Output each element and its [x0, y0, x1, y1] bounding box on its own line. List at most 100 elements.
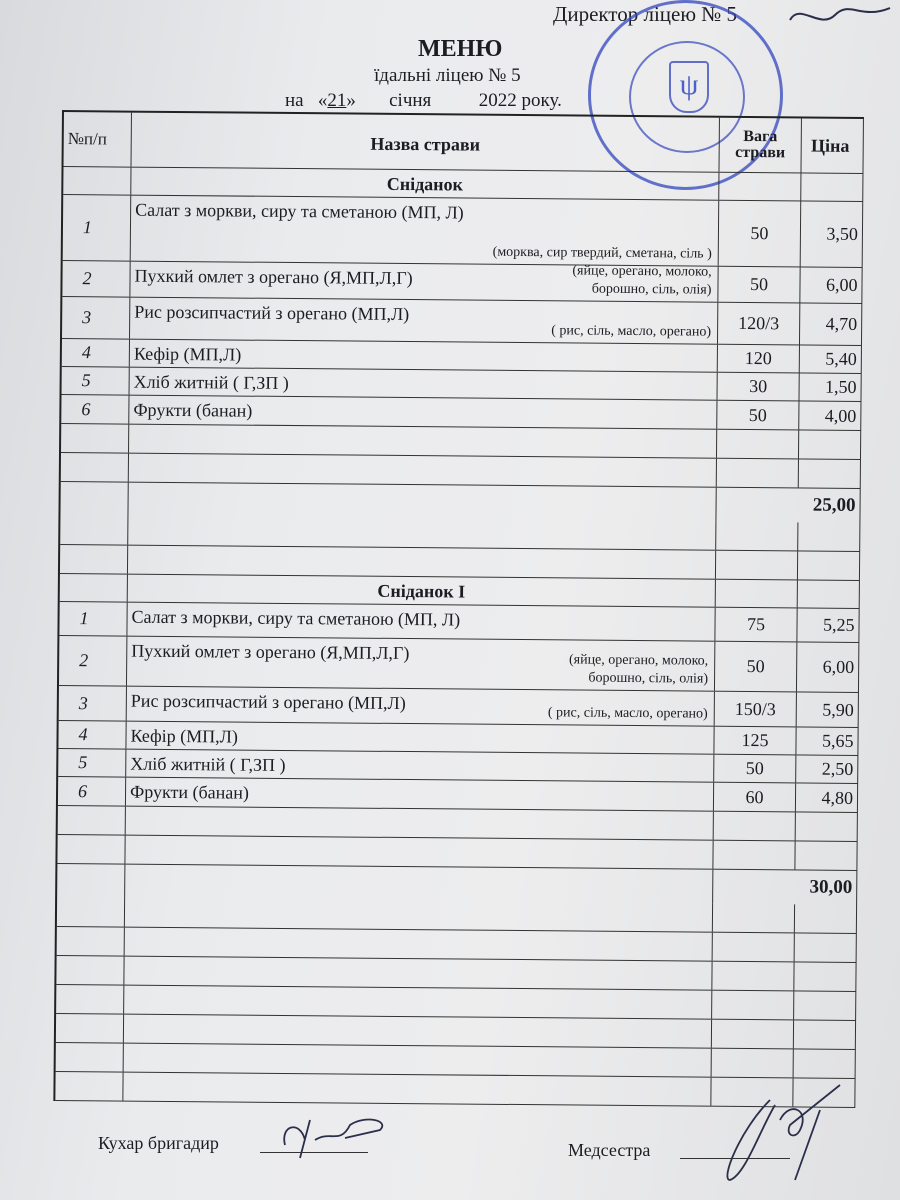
dish-name: Фрукти (банан)	[129, 781, 250, 803]
table-header: №п/п Назва страви Вага страви Ціна	[63, 112, 864, 174]
nurse-signature-line	[680, 1158, 790, 1159]
empty-cell	[124, 956, 713, 990]
date-prefix: на «	[285, 90, 328, 111]
date-day: 21	[327, 90, 347, 111]
section-title: Сніданок	[131, 167, 720, 200]
empty-cell	[715, 579, 798, 608]
empty-cell	[711, 1019, 795, 1049]
empty-cell	[798, 459, 861, 488]
empty-cell	[795, 841, 858, 870]
empty-cell	[793, 1049, 856, 1078]
dish-name: Хліб житній ( Г,ЗП )	[130, 753, 286, 775]
trident-icon: ψ	[669, 61, 709, 113]
dish-price: 5,65	[796, 727, 859, 755]
empty-cell	[56, 897, 126, 927]
dish-name: Рис розсипчастий з орегано (МП,Л)	[134, 301, 410, 325]
dish-price: 4,70	[799, 303, 863, 345]
col-dish-name: Назва страви	[131, 112, 720, 172]
dish-ingredients: (яйце, орегано, молоко, борошно, сіль, о…	[572, 263, 712, 298]
empty-cell	[712, 990, 795, 1020]
empty-cell	[57, 863, 126, 899]
empty-cell	[716, 458, 799, 488]
dish-price: 1,50	[799, 373, 862, 401]
empty-cell	[60, 516, 129, 545]
row-number: 1	[59, 601, 128, 636]
col-weight: Вага страви	[719, 117, 802, 173]
empty-cell	[124, 985, 713, 1019]
empty-cell	[711, 1048, 794, 1078]
empty-cell	[127, 545, 717, 579]
dish-price: 3,50	[800, 201, 864, 267]
section-title: Сніданок І	[127, 574, 716, 607]
empty-cell	[712, 903, 796, 933]
dish-cell: Рис розсипчастий з орегано (МП,Л) ( рис, …	[126, 686, 715, 726]
row-number: 2	[58, 635, 128, 686]
dish-name: Салат з моркви, сиру та сметаною (МП, Л)	[131, 606, 461, 630]
empty-cell	[59, 545, 129, 574]
dish-weight: 75	[715, 607, 798, 642]
date-rest: » січня 2022 року.	[346, 90, 562, 111]
cook-signature	[283, 1118, 384, 1159]
dish-price: 6,00	[796, 642, 860, 692]
empty-cell	[57, 834, 126, 864]
empty-cell	[712, 961, 795, 991]
empty-cell	[128, 453, 717, 487]
dish-cell: Пухкий омлет з орегано (Я,МП,Л,Г) (яйце, …	[126, 636, 716, 691]
dish-cell: Рис розсипчастий з орегано (МП,Л) ( рис, …	[130, 297, 719, 344]
dish-weight: 60	[713, 782, 797, 812]
empty-cell	[123, 1072, 712, 1106]
row-number: 4	[58, 720, 127, 749]
dish-price: 2,50	[796, 755, 859, 783]
empty-cell	[61, 424, 130, 453]
empty-cell	[60, 453, 130, 482]
dish-weight: 150/3	[714, 691, 797, 727]
empty-cell	[63, 167, 132, 195]
empty-cell	[794, 904, 858, 933]
dish-price: 4,80	[795, 783, 859, 812]
row-number: 5	[58, 748, 127, 777]
dish-ingredients: (яйце, орегано, молоко, борошно, сіль, о…	[568, 652, 709, 687]
row-number: 5	[61, 367, 130, 395]
empty-cell: 25,00	[128, 482, 856, 522]
dish-weight: 120/3	[717, 302, 801, 345]
empty-cell	[55, 1071, 124, 1101]
row-number: 4	[61, 339, 130, 367]
empty-cell	[713, 811, 796, 841]
dish-name: Кефір (МП,Л)	[133, 343, 242, 365]
empty-cell: 30,00	[125, 864, 852, 904]
empty-cell	[798, 488, 861, 523]
official-stamp: ψ	[588, 0, 783, 190]
empty-cell	[59, 573, 128, 602]
empty-cell	[124, 927, 713, 961]
dish-cell: Кефір (МП,Л)	[126, 721, 715, 754]
empty-cell	[713, 840, 796, 870]
empty-cell	[55, 1013, 125, 1043]
dish-name: Пухкий омлет з орегано (Я,МП,Л,Г)	[131, 640, 410, 664]
empty-cell	[125, 806, 714, 840]
dish-weight: 50	[714, 754, 797, 783]
empty-cell	[797, 580, 860, 608]
row-number: 3	[58, 685, 127, 721]
empty-cell	[716, 429, 800, 459]
dish-cell: Кефір (МП,Л)	[129, 339, 718, 372]
empty-cell	[794, 991, 857, 1020]
empty-cell	[125, 835, 714, 869]
dish-name: Пухкий омлет з орегано (Я,МП,Л,Г)	[134, 265, 413, 289]
empty-cell	[128, 516, 717, 550]
dish-cell: Фрукти (банан)	[125, 777, 715, 811]
table-row: 3 Рис розсипчастий з орегано (МП,Л) ( рис,…	[62, 297, 863, 346]
empty-cell	[801, 173, 864, 201]
dish-cell: Фрукти (банан)	[129, 395, 718, 429]
dish-price: 5,25	[797, 608, 860, 642]
dish-cell: Салат з моркви, сиру та сметаною (МП, Л)	[127, 602, 716, 641]
row-number: 6	[57, 776, 127, 806]
dish-ingredients: ( рис, сіль, масло, орегано)	[551, 323, 712, 340]
empty-cell	[798, 430, 862, 459]
row-number: 6	[61, 395, 130, 424]
empty-cell	[798, 522, 861, 551]
nurse-label: Медсестра	[568, 1140, 651, 1160]
menu-table: №п/п Назва страви Вага страви Ціна Сніда…	[53, 110, 864, 1108]
dish-name: Рис розсипчастий з орегано (МП,Л)	[130, 690, 406, 714]
col-price: Ціна	[801, 118, 864, 173]
nurse-signature	[726, 1084, 841, 1181]
